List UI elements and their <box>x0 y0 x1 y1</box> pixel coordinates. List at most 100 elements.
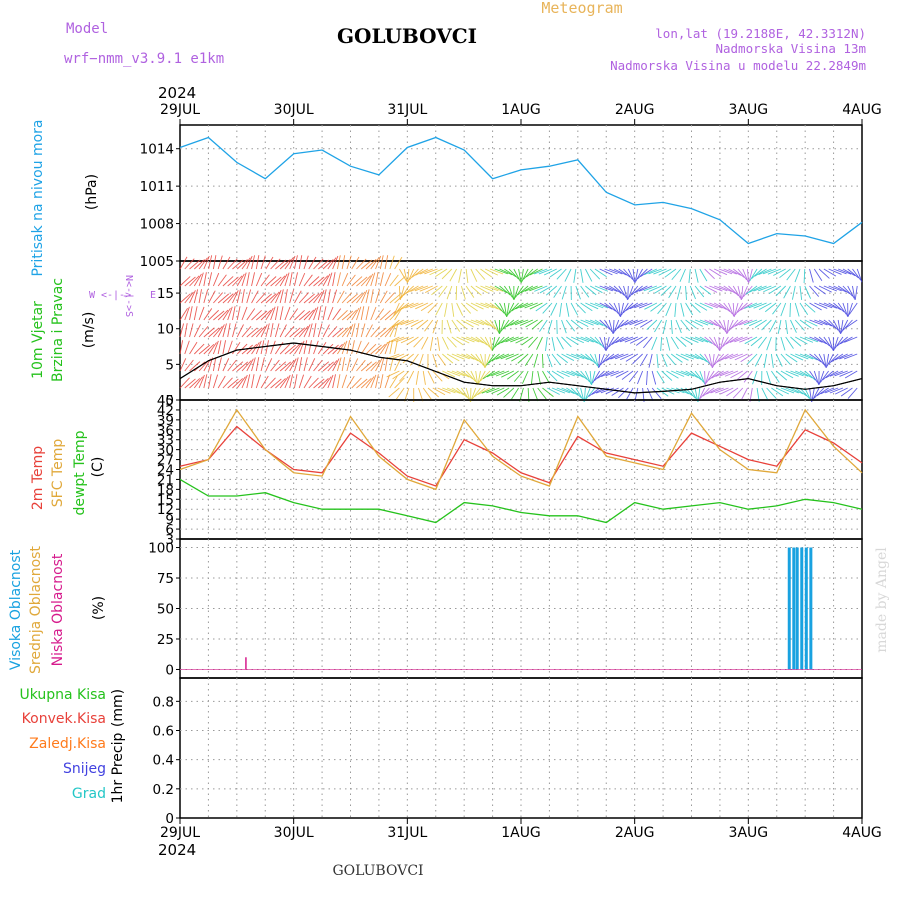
wind-barb <box>627 285 634 300</box>
wind-barb <box>694 336 709 343</box>
wind-barb <box>610 353 624 360</box>
wind-barb <box>611 387 624 396</box>
wind-barb <box>212 357 217 372</box>
wind-barb <box>222 358 230 372</box>
wind-barb <box>518 268 522 283</box>
wind-barb <box>500 353 515 360</box>
wind-barb <box>212 374 219 389</box>
wind-barb <box>203 374 208 389</box>
wind-barb <box>744 336 758 345</box>
wind-barb <box>763 353 768 368</box>
wind-barb <box>514 319 529 326</box>
wind-barb <box>609 285 622 294</box>
panel-pressure: 1005 1008 1011 1014 <box>140 124 863 270</box>
wind-barb <box>403 285 414 296</box>
wind-barb <box>785 319 788 334</box>
wind-barb <box>284 306 291 321</box>
wind-barb <box>680 370 694 377</box>
wind-barb <box>375 255 382 270</box>
wind-barb <box>728 302 735 317</box>
wind-barb <box>322 376 332 389</box>
wind-barb <box>720 387 734 395</box>
top-date-label: 2AUG <box>615 102 655 118</box>
wind-barb <box>517 353 529 364</box>
wind-barb <box>847 387 858 399</box>
wind-ylabel-2: Brzina i Pravac <box>50 278 66 382</box>
wind-barb <box>813 353 825 365</box>
wind-barb <box>265 377 276 389</box>
bottom-date-label: 2AUG <box>615 825 655 841</box>
wind-barb <box>370 289 374 304</box>
wind-barb <box>294 357 299 372</box>
wind-barb <box>646 319 658 330</box>
wind-barb <box>534 285 548 292</box>
wind-ytick-label: 15 <box>157 286 174 302</box>
wind-barb <box>643 268 658 276</box>
wind-barb <box>709 336 719 349</box>
wind-barb <box>840 319 844 334</box>
wind-barb <box>592 370 601 384</box>
wind-barb <box>713 319 725 331</box>
wind-barb <box>621 370 634 380</box>
wind-barb <box>406 370 415 384</box>
wind-barb <box>556 387 571 394</box>
wind-barb <box>651 370 657 385</box>
wind-barb <box>489 268 504 275</box>
wind-barb <box>635 336 648 346</box>
bottom-station-label: GOLUBOVCI <box>332 863 423 879</box>
wind-barb <box>618 268 631 278</box>
wind-barb <box>360 275 372 287</box>
wind-barb <box>275 275 286 287</box>
wind-barb <box>503 285 513 298</box>
wind-barb <box>384 340 391 355</box>
wind-barb <box>733 302 739 317</box>
cloud-bar-visoka <box>792 547 796 670</box>
wind-barb <box>713 336 720 351</box>
wind-barb <box>723 302 733 315</box>
cloud-ytick-label: 100 <box>148 541 174 557</box>
wind-barb <box>375 374 379 389</box>
wind-barb <box>820 370 829 383</box>
wind-barb <box>531 319 543 330</box>
wind-barb <box>179 340 184 355</box>
wind-barb <box>327 272 333 287</box>
wind-barb <box>627 285 629 301</box>
wind-barb <box>599 319 611 330</box>
wind-barb <box>394 377 405 389</box>
wind-barb <box>456 387 468 398</box>
wind-barb <box>198 289 202 304</box>
panel-wind: 0 5 10 15 <box>157 255 863 409</box>
wind-barb <box>519 319 534 326</box>
wind-barb <box>699 268 708 282</box>
wind-barb <box>189 259 201 270</box>
wind-barb <box>346 274 356 287</box>
wind-barb <box>308 358 316 372</box>
wind-barb <box>391 319 405 328</box>
wind-barb <box>460 285 466 300</box>
wind-barb <box>432 353 438 368</box>
wind-barb <box>837 285 851 295</box>
wind-barb <box>284 257 294 270</box>
wind-barb <box>758 302 772 310</box>
wind-barb <box>825 353 830 368</box>
wind-barb <box>484 353 491 368</box>
wind-barb <box>317 306 322 321</box>
wind-barb <box>356 378 368 389</box>
wind-barb <box>685 285 687 300</box>
wind-barb <box>194 259 205 270</box>
wind-barb <box>451 353 465 360</box>
wind-barb <box>212 340 219 355</box>
wind-barb <box>341 292 352 304</box>
wind-barb <box>341 272 349 287</box>
wind-barb <box>723 319 728 334</box>
wind-barb <box>394 302 405 314</box>
wind-barb <box>599 336 606 351</box>
wind-barb <box>734 336 748 343</box>
wind-barb <box>251 255 255 270</box>
wind-barb <box>399 370 410 382</box>
wind-barb <box>351 293 363 304</box>
wind-barb <box>389 340 393 355</box>
wind-barb <box>513 370 524 382</box>
wind-barb <box>393 302 400 316</box>
wind-barb <box>598 353 601 368</box>
